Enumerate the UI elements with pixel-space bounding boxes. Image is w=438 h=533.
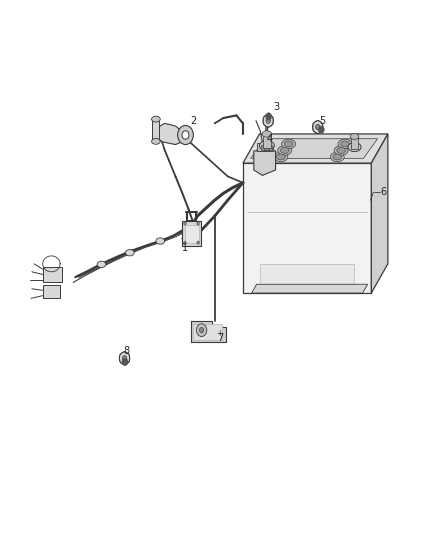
Circle shape — [318, 126, 324, 133]
Ellipse shape — [337, 148, 346, 154]
Circle shape — [197, 241, 199, 244]
Text: 5: 5 — [319, 116, 325, 126]
Text: 8: 8 — [123, 346, 129, 357]
Polygon shape — [156, 123, 182, 144]
Bar — [185, 225, 198, 243]
Circle shape — [184, 222, 186, 225]
Polygon shape — [371, 134, 388, 293]
Circle shape — [196, 324, 207, 336]
Ellipse shape — [97, 261, 106, 268]
Circle shape — [119, 352, 130, 365]
Bar — [263, 135, 271, 148]
Circle shape — [178, 125, 193, 144]
Bar — [257, 143, 272, 151]
Ellipse shape — [280, 148, 289, 154]
Circle shape — [122, 358, 128, 366]
Circle shape — [182, 131, 189, 139]
Bar — [261, 144, 264, 150]
Text: 2: 2 — [191, 116, 197, 126]
Ellipse shape — [284, 141, 293, 147]
Polygon shape — [191, 320, 226, 342]
Ellipse shape — [156, 238, 165, 244]
Circle shape — [266, 118, 270, 123]
Ellipse shape — [125, 249, 134, 256]
Circle shape — [184, 241, 186, 244]
Bar — [265, 144, 268, 150]
Ellipse shape — [263, 143, 271, 148]
Ellipse shape — [152, 116, 160, 122]
Ellipse shape — [330, 152, 344, 161]
Text: 6: 6 — [380, 187, 386, 197]
Text: 3: 3 — [273, 102, 279, 112]
Text: 1: 1 — [182, 243, 188, 253]
Bar — [260, 264, 354, 285]
Circle shape — [316, 124, 320, 130]
Ellipse shape — [348, 142, 361, 151]
Bar — [193, 324, 223, 340]
Bar — [351, 138, 358, 149]
Circle shape — [199, 327, 204, 333]
Polygon shape — [252, 284, 367, 293]
Bar — [182, 221, 201, 246]
Ellipse shape — [351, 144, 358, 149]
Polygon shape — [254, 151, 276, 175]
Polygon shape — [43, 285, 60, 298]
Ellipse shape — [274, 152, 288, 161]
Text: +: + — [216, 329, 222, 338]
Ellipse shape — [338, 139, 352, 149]
Polygon shape — [243, 163, 371, 293]
Ellipse shape — [262, 131, 272, 137]
Ellipse shape — [276, 154, 285, 160]
Ellipse shape — [350, 134, 359, 139]
Circle shape — [263, 114, 273, 127]
Bar — [152, 120, 159, 142]
Polygon shape — [243, 134, 388, 163]
Circle shape — [122, 356, 127, 361]
Bar — [268, 144, 272, 150]
Text: 4: 4 — [267, 134, 273, 144]
Ellipse shape — [334, 146, 348, 155]
Ellipse shape — [259, 141, 274, 151]
Polygon shape — [43, 266, 62, 282]
Ellipse shape — [282, 139, 296, 149]
Ellipse shape — [341, 141, 350, 147]
Circle shape — [197, 222, 199, 225]
Ellipse shape — [333, 154, 342, 160]
Ellipse shape — [152, 139, 160, 144]
Circle shape — [313, 120, 323, 133]
Text: 7: 7 — [217, 333, 223, 343]
Polygon shape — [251, 139, 378, 158]
Circle shape — [265, 113, 272, 120]
Ellipse shape — [278, 146, 292, 155]
